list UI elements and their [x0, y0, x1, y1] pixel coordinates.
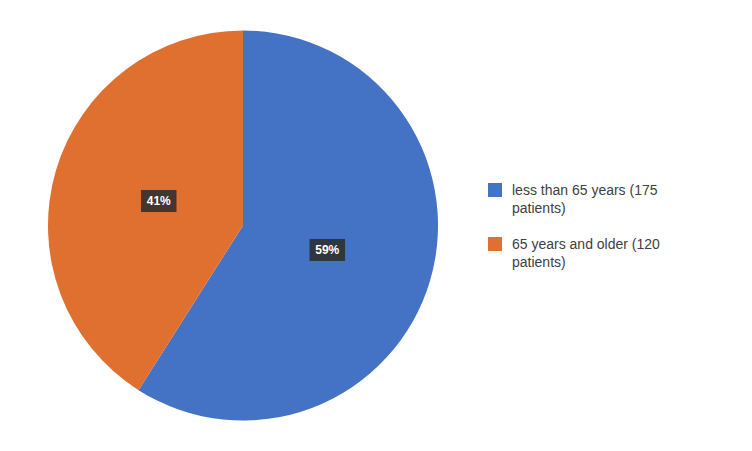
html-text:65 years and older (120: 65 years and older (120: [512, 235, 660, 252]
svg-text:59%: 59%: [315, 243, 339, 257]
svg-text:41%: 41%: [147, 194, 171, 208]
html-text:less than 65 years (175: less than 65 years (175: [512, 181, 658, 198]
html-text:patients): patients): [512, 199, 566, 216]
html-text:patients): patients): [512, 253, 566, 270]
